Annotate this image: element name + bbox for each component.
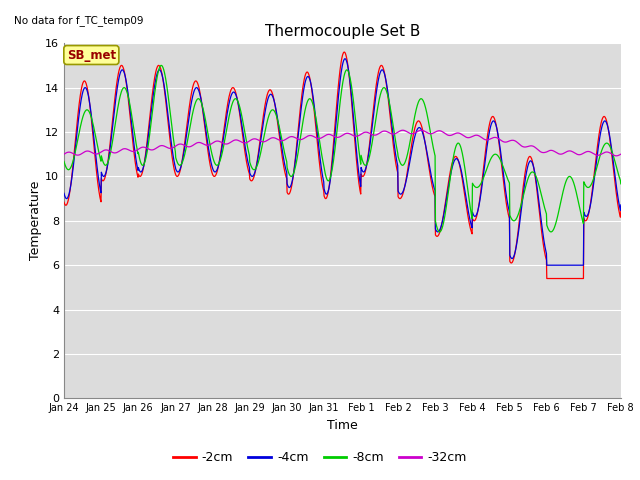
Text: SB_met: SB_met: [67, 48, 116, 61]
X-axis label: Time: Time: [327, 419, 358, 432]
Legend: -2cm, -4cm, -8cm, -32cm: -2cm, -4cm, -8cm, -32cm: [168, 446, 472, 469]
Title: Thermocouple Set B: Thermocouple Set B: [265, 24, 420, 39]
Text: No data for f_TC_temp09: No data for f_TC_temp09: [14, 15, 143, 26]
Y-axis label: Temperature: Temperature: [29, 181, 42, 261]
